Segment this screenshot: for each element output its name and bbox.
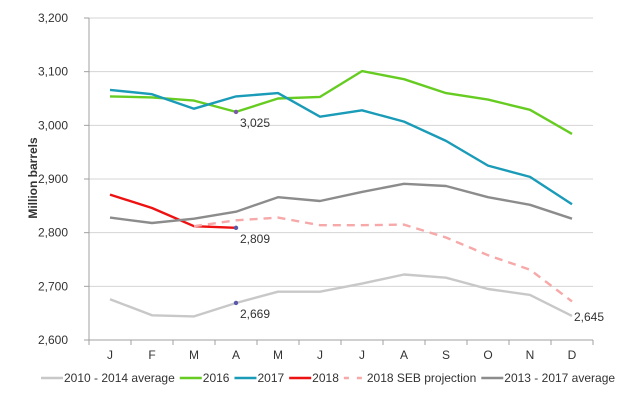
y-tick-label: 3,100: [38, 65, 68, 79]
x-tick-label: M: [273, 348, 283, 362]
y-tick-label: 3,000: [38, 118, 68, 132]
y-tick-label: 2,600: [38, 333, 68, 347]
series-line-2017: [109, 88, 573, 206]
x-tick-label: M: [189, 348, 199, 362]
data-label: 2,669: [240, 307, 270, 321]
x-tick-label: J: [107, 348, 113, 362]
legend: 2010 - 2014 average 2016 2017 2018 2018 SEB …: [41, 371, 615, 385]
y-tick-label: 2,900: [38, 172, 68, 186]
data-label: 2,809: [240, 232, 270, 246]
x-tick-label: S: [442, 348, 450, 362]
x-tick-label: D: [568, 348, 577, 362]
legend-item: 2016: [179, 371, 230, 385]
legend-label: 2016: [203, 371, 230, 385]
legend-label: 2018 SEB projection: [367, 371, 476, 385]
series-lines: [109, 69, 573, 318]
x-tick-label: F: [148, 348, 155, 362]
axes: [84, 17, 594, 345]
x-tick-label: O: [483, 348, 492, 362]
legend-label: 2010 - 2014 average: [64, 371, 175, 385]
data-annotations: 3,025 2,809 2,669 2,645: [233, 109, 604, 324]
gridlines: [89, 17, 593, 287]
y-tick-labels: 2,600 2,700 2,800 2,900 3,000 3,100 3,200: [38, 11, 68, 347]
x-tick-label: J: [359, 348, 365, 362]
legend-label: 2018: [312, 371, 339, 385]
legend-item: 2018 SEB projection: [343, 371, 476, 385]
data-point-marker: [233, 109, 239, 115]
x-tick-label: A: [232, 348, 240, 362]
y-tick-label: 3,200: [38, 11, 68, 25]
data-label: 2,645: [574, 310, 604, 324]
series-line-2016: [109, 69, 573, 135]
series-line-2018: [109, 193, 237, 229]
data-point-marker: [233, 225, 239, 231]
legend-item: 2013 - 2017 average: [481, 371, 615, 385]
y-tick-label: 2,700: [38, 279, 68, 293]
data-point-marker: [233, 300, 239, 306]
legend-item: 2018: [289, 371, 339, 385]
series-line-2010-2014-average: [109, 273, 573, 318]
y-tick-label: 2,800: [38, 226, 68, 240]
legend-label: 2017: [257, 371, 284, 385]
legend-item: 2010 - 2014 average: [41, 371, 175, 385]
series-line-2013-2017-average: [109, 182, 573, 225]
data-label: 3,025: [240, 116, 270, 130]
series-line-2018-seb-projection: [193, 216, 573, 303]
x-tick-label: J: [317, 348, 323, 362]
y-axis-label: Million barrels: [26, 137, 40, 219]
legend-item: 2017: [234, 371, 284, 385]
x-tick-label: N: [526, 348, 535, 362]
legend-label: 2013 - 2017 average: [504, 371, 615, 385]
x-tick-label: A: [400, 348, 408, 362]
